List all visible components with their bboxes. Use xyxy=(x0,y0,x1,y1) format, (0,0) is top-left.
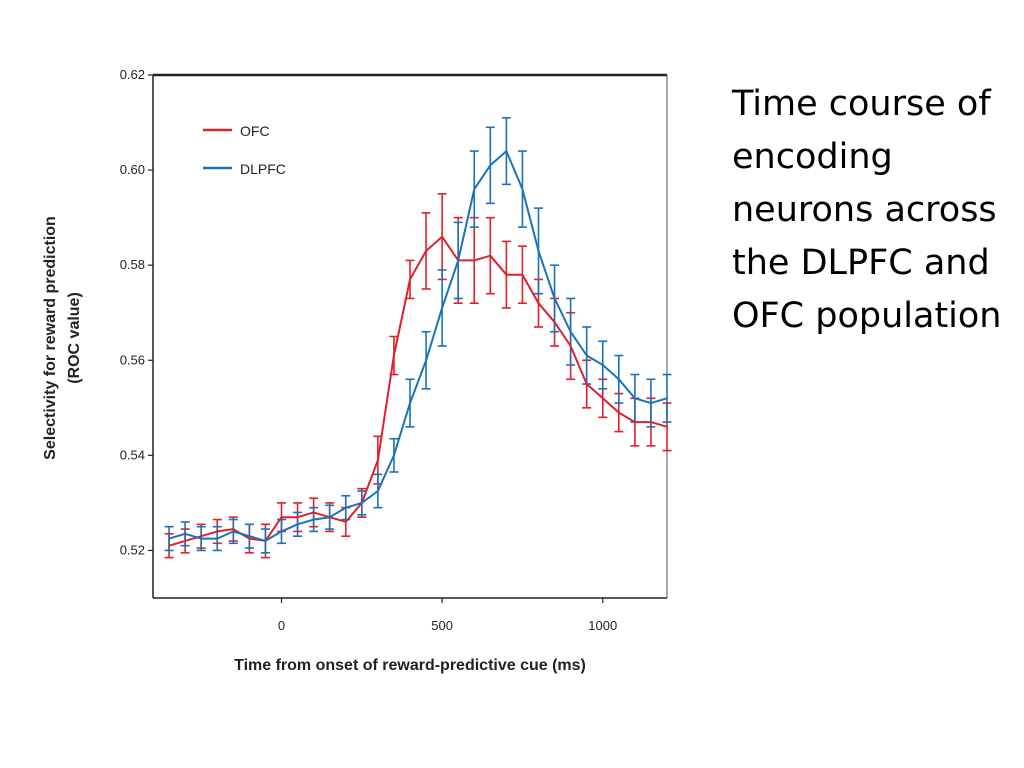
y-tick-label: 0.54 xyxy=(120,447,145,462)
series-line-ofc xyxy=(168,235,668,547)
legend: OFC DLPFC xyxy=(203,123,286,177)
x-tick-label: 500 xyxy=(431,618,453,633)
y-tick-label: 0.62 xyxy=(120,67,145,82)
series-lines-group xyxy=(168,150,668,547)
y-tick-label: 0.58 xyxy=(120,257,145,272)
x-tick-label: 1000 xyxy=(588,618,617,633)
y-tick-label: 0.52 xyxy=(120,542,145,557)
plot-frame xyxy=(152,73,668,599)
y-tick-label: 0.56 xyxy=(120,352,145,367)
axis-ticks-group: 0.52 0.54 0.56 0.58 0.60 0.62 0 500 1000 xyxy=(120,67,618,633)
x-tick-label: 0 xyxy=(278,618,285,633)
error-bar-dlpfc xyxy=(164,525,174,552)
legend-label-ofc: OFC xyxy=(240,123,270,139)
legend-label-dlpfc: DLPFC xyxy=(240,161,286,177)
y-tick-label: 0.60 xyxy=(120,162,145,177)
slide-side-text: Time course of encoding neurons across t… xyxy=(732,84,1002,336)
x-axis-title: Time from onset of reward-predictive cue… xyxy=(234,657,586,674)
y-axis-title-line-1: Selectivity for reward prediction xyxy=(42,216,59,460)
error-bars-group xyxy=(164,116,672,559)
y-axis-title-line-2: (ROC value) xyxy=(66,292,83,384)
series-line-dlpfc xyxy=(168,150,668,542)
